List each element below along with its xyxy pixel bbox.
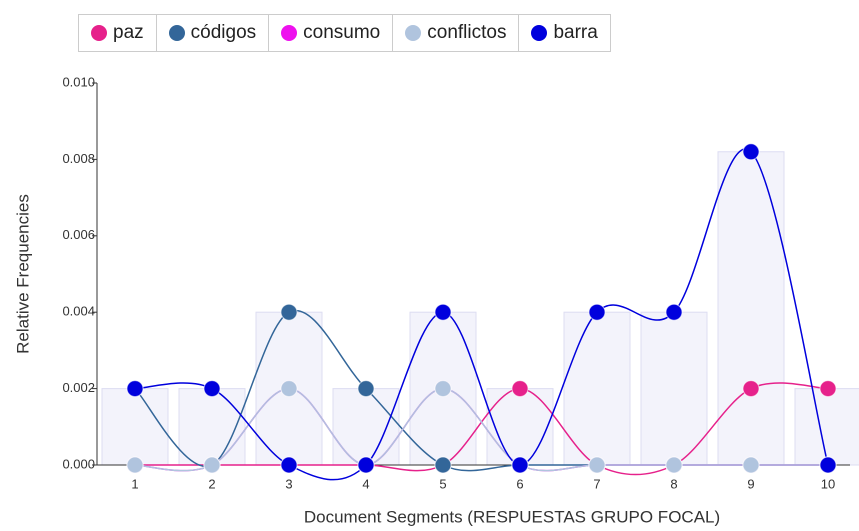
legend-label: barra [553,22,598,43]
data-point [742,456,760,474]
data-point [665,303,683,321]
legend-item[interactable]: códigos [155,15,269,51]
segment-bar [563,311,631,466]
legend: paz códigos consumo conflictos barra [78,14,611,52]
y-tick-label: 0.008 [62,151,95,166]
x-tick-label: 8 [670,476,677,491]
y-tick-label: 0.004 [62,304,95,319]
data-point [819,380,837,398]
data-point [357,456,375,474]
data-point [203,380,221,398]
data-point [819,456,837,474]
x-tick-label: 7 [593,476,600,491]
y-axis-title: Relative Frequencies [13,194,32,354]
segment-bar [101,388,169,466]
x-tick-label: 4 [362,476,369,491]
x-tick-label: 5 [439,476,446,491]
segment-bar [717,151,785,466]
data-point [357,380,375,398]
series-line [134,387,828,472]
y-tick-label: 0.010 [62,74,95,89]
legend-label: paz [113,22,144,43]
x-tick-label: 1 [131,476,138,491]
data-point [588,303,606,321]
data-point [126,380,144,398]
data-point [588,456,606,474]
data-point [511,456,529,474]
y-tick-label: 0.002 [62,380,95,395]
x-tick-label: 10 [821,476,835,491]
legend-swatch [281,25,298,41]
data-point [434,456,452,474]
legend-swatch [531,25,548,41]
legend-label: códigos [190,22,257,43]
data-point [203,456,221,474]
data-point [280,456,298,474]
data-point [126,456,144,474]
x-tick-label: 6 [516,476,523,491]
x-tick-label: 2 [208,476,215,491]
segment-bar [794,388,859,466]
x-axis-title: Document Segments (RESPUESTAS GRUPO FOCA… [304,507,720,526]
legend-swatch [91,25,107,41]
legend-item[interactable]: consumo [268,15,392,51]
legend-item[interactable]: conflictos [392,15,518,51]
legend-item[interactable]: barra [518,15,609,51]
segment-bar [332,388,400,466]
series-line [135,382,829,476]
data-point [434,303,452,321]
data-point [665,456,683,474]
data-point [511,380,529,398]
data-point [280,303,298,321]
data-point [434,380,452,398]
data-point [742,143,760,161]
legend-label: consumo [303,22,381,43]
legend-label: conflictos [427,22,507,43]
legend-swatch [405,25,422,41]
y-tick-label: 0.006 [62,227,95,242]
x-tick-label: 3 [285,476,292,491]
segment-bar [486,388,554,466]
data-point [742,380,760,398]
y-tick-label: 0.000 [62,456,95,471]
legend-item[interactable]: paz [79,15,156,51]
x-tick-label: 9 [747,476,754,491]
segment-bar [640,311,708,466]
legend-swatch [168,25,185,41]
data-point [280,380,298,398]
